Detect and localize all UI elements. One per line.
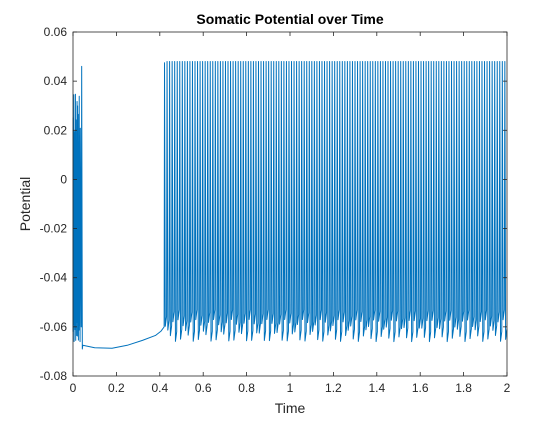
y-tick-label: -0.02	[40, 222, 68, 236]
y-axis-label: Potential	[17, 177, 33, 231]
x-tick-label: 0	[70, 381, 77, 395]
x-tick-label: 0.2	[108, 381, 125, 395]
y-tick-label: 0.06	[44, 25, 68, 39]
chart-title: Somatic Potential over Time	[196, 11, 383, 27]
y-tick-label: 0.04	[44, 74, 68, 88]
x-ticks: 0 0.2 0.4 0.6 0.8 1 1.2 1.4 1.6 1.8 2	[70, 32, 511, 395]
x-tick-label: 2	[504, 381, 511, 395]
x-tick-label: 0.8	[238, 381, 255, 395]
x-tick-label: 1	[287, 381, 294, 395]
data-layer	[72, 60, 508, 350]
x-tick-label: 1.4	[368, 381, 385, 395]
y-tick-label: -0.06	[40, 320, 68, 334]
x-tick-label: 1.8	[455, 381, 472, 395]
y-tick-label: -0.08	[40, 369, 68, 383]
y-tick-label: -0.04	[40, 271, 68, 285]
y-tick-label: 0	[60, 172, 67, 186]
y-tick-label: 0.02	[44, 123, 68, 137]
x-tick-label: 1.6	[412, 381, 429, 395]
y-ticks: 0.06 0.04 0.02 0 -0.02 -0.04 -0.06 -0.08	[40, 25, 507, 383]
series-line-potential	[72, 60, 508, 350]
x-tick-label: 0.6	[195, 381, 212, 395]
x-tick-label: 1.2	[325, 381, 342, 395]
x-tick-label: 0.4	[151, 381, 168, 395]
x-axis-label: Time	[275, 400, 306, 416]
